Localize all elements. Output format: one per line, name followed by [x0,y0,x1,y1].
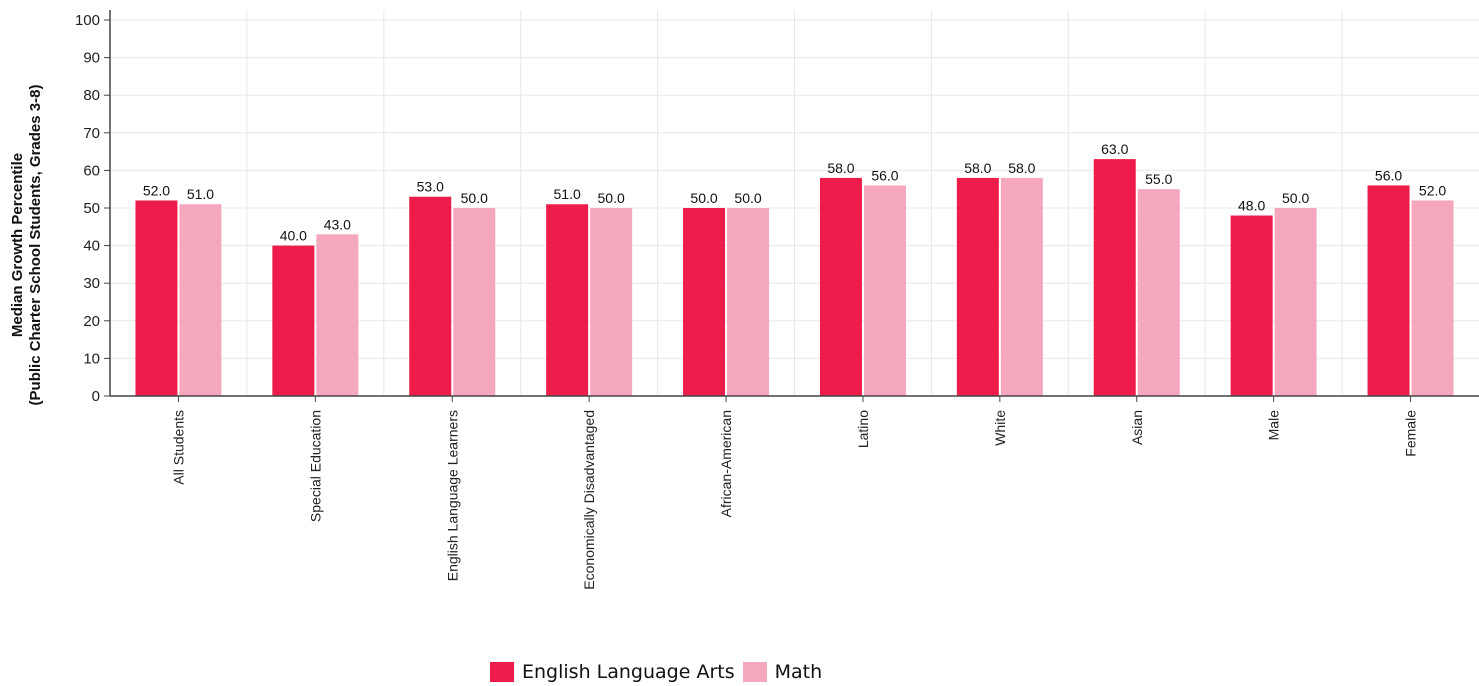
legend-item-ela[interactable]: English Language Arts [490,661,735,683]
y-axis-title-line1: Median Growth Percentile [9,153,26,337]
bar-ela[interactable] [546,204,589,396]
data-label: 53.0 [417,179,444,195]
y-tick-label: 60 [83,162,100,179]
bar-ela[interactable] [819,177,862,396]
legend: English Language Arts Math [490,660,830,684]
x-tick-label: Female [1403,410,1419,457]
x-tick-label: Latino [855,410,871,448]
bar-math[interactable] [1000,177,1043,396]
data-label: 51.0 [554,186,581,202]
bar-ela[interactable] [272,245,315,396]
x-tick-label: Asian [1129,410,1145,445]
bar-math[interactable] [1137,189,1180,396]
y-tick-label: 100 [75,12,100,29]
bar-ela[interactable] [1230,215,1273,396]
data-label: 58.0 [1008,160,1035,176]
data-label: 50.0 [734,190,761,206]
bar-ela[interactable] [135,200,178,396]
y-tick-label: 20 [83,313,100,330]
bar-math[interactable] [179,204,222,396]
bar-math[interactable] [453,208,496,396]
legend-label-math: Math [774,661,823,683]
data-label: 50.0 [690,190,717,206]
bars [135,159,1454,396]
bar-math[interactable] [863,185,906,396]
x-tick-label: Economically Disadvantaged [581,410,597,590]
y-tick-label: 90 [83,50,100,67]
x-tick-label: White [992,410,1008,446]
x-tick-label: English Language Learners [444,410,460,581]
data-label: 63.0 [1101,141,1128,157]
y-tick-label: 10 [83,350,100,367]
y-tick-label: 70 [83,125,100,142]
y-tick-label: 80 [83,87,100,104]
y-tick-label: 30 [83,275,100,292]
data-label: 43.0 [324,216,351,232]
bar-math[interactable] [727,208,770,396]
data-labels: 52.0 51.0 40.0 43.0 53.0 50.0 51.0 50.0 50.0 50.0… [143,141,1447,243]
legend-swatch-ela [490,662,514,682]
bar-math[interactable] [590,208,633,396]
data-label: 56.0 [1375,167,1402,183]
data-label: 55.0 [1145,171,1172,187]
bar-ela[interactable] [956,177,999,396]
data-label: 51.0 [187,186,214,202]
legend-item-math[interactable]: Math [742,661,823,683]
bar-ela[interactable] [1093,159,1136,396]
x-tick-label: Special Education [307,410,323,522]
data-label: 50.0 [1282,190,1309,206]
y-axis-title: Median Growth Percentile (Public Charter… [9,85,44,406]
data-label: 50.0 [461,190,488,206]
bar-ela[interactable] [1367,185,1410,396]
data-label: 40.0 [280,228,307,244]
data-label: 52.0 [1419,182,1446,198]
axes: 0 10 20 30 40 50 60 70 80 90 100 All Students Specia… [75,10,1479,590]
x-tick-label: African-American [718,410,734,517]
x-tick-label: All Students [170,410,186,485]
legend-label-ela: English Language Arts [522,661,735,683]
data-label: 50.0 [598,190,625,206]
y-tick-label: 40 [83,238,100,255]
data-label: 58.0 [827,160,854,176]
bar-ela[interactable] [409,196,452,396]
x-tick-label: Male [1266,410,1282,441]
data-label: 56.0 [871,167,898,183]
y-axis-title-line2: (Public Charter School Students, Grades … [27,85,44,406]
legend-swatch-math [742,662,767,682]
bar-math[interactable] [1411,200,1454,396]
bar-math[interactable] [1274,208,1317,396]
bar-ela[interactable] [683,208,726,396]
grid-lines [110,10,1479,396]
data-label: 58.0 [964,160,991,176]
data-label: 48.0 [1238,198,1265,214]
y-tick-label: 0 [92,388,100,405]
bar-math[interactable] [316,234,359,396]
y-tick-label: 50 [83,200,100,217]
data-label: 52.0 [143,182,170,198]
